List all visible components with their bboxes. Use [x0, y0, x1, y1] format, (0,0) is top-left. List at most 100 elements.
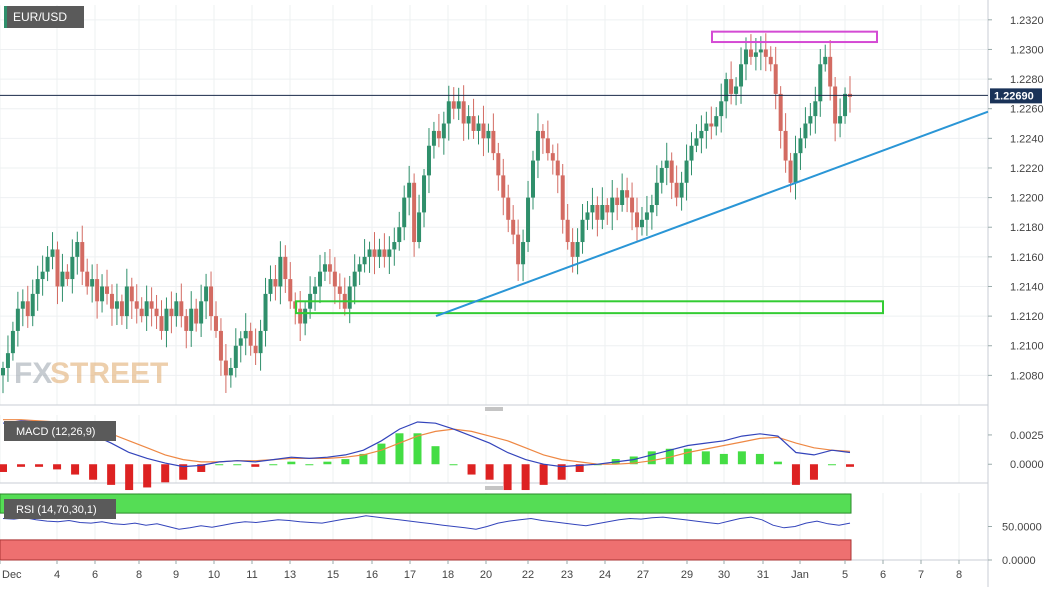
macd-histogram-bar: [179, 464, 188, 480]
candle-body: [412, 182, 417, 243]
macd-histogram-bar: [683, 448, 692, 465]
time-tick-label: 10: [208, 569, 220, 581]
time-tick-label: 4: [54, 569, 60, 581]
macd-label-bg: [4, 421, 116, 441]
candle-body: [95, 279, 100, 302]
macd-histogram-bar: [305, 464, 314, 466]
candle-body: [20, 301, 25, 309]
rsi-panel: 50.0000 0.0000: [0, 493, 1042, 567]
macd-histogram-bar: [521, 464, 530, 491]
candle-body: [55, 249, 60, 287]
candle-body: [575, 242, 580, 257]
macd-histogram-bar: [827, 464, 836, 466]
candle-body: [273, 279, 278, 287]
candle-body: [298, 308, 303, 324]
candle-body: [481, 123, 486, 139]
candle-body: [397, 227, 402, 243]
symbol-label-accent: [4, 6, 7, 28]
price-tick-label: 1.2240: [1010, 133, 1044, 145]
time-tick-label: 29: [681, 569, 693, 581]
price-tick-label: 1.2300: [1010, 44, 1044, 56]
candle-body: [332, 271, 337, 287]
candle-body: [615, 197, 620, 205]
time-tick-label: 24: [599, 569, 611, 581]
macd-label-text: MACD (12,26,9): [16, 426, 95, 438]
macd-histogram-bar: [269, 464, 278, 466]
macd-histogram-bar: [647, 451, 656, 465]
macd-histogram-bar: [737, 451, 746, 465]
macd-histogram-bar: [701, 451, 710, 465]
candle-body: [580, 219, 585, 243]
candle-body: [189, 308, 194, 331]
time-axis: Dec 4 6 8 9 10 11 13 15 16 17 18 20 22 23 24 27 29 30 31 Jan…: [0, 560, 962, 581]
candle-body: [347, 286, 352, 309]
price-tick-label: 1.2280: [1010, 74, 1044, 86]
candle-body: [109, 293, 114, 309]
candle-body: [144, 301, 149, 317]
candle-body: [659, 167, 664, 183]
candle-body: [65, 271, 70, 280]
symbol-label[interactable]: EUR/USD: [4, 6, 84, 28]
time-tick-label: 22: [522, 569, 534, 581]
candle-body: [788, 160, 793, 183]
candle-body: [337, 286, 342, 294]
candle-body: [535, 130, 540, 161]
candle-body: [105, 286, 110, 294]
rsi-label-bg: [4, 499, 116, 519]
time-tick-label: 18: [442, 569, 454, 581]
candle-body: [729, 79, 734, 94]
time-tick-label: 16: [366, 569, 378, 581]
candle-body: [838, 116, 843, 124]
candle-body: [352, 271, 357, 287]
candle-body: [313, 286, 318, 294]
candle-body: [238, 338, 243, 346]
macd-label[interactable]: MACD (12,26,9): [4, 421, 116, 441]
candle-body: [387, 249, 392, 257]
candle-body: [85, 271, 90, 287]
rsi-label[interactable]: RSI (14,70,30,1): [4, 499, 116, 519]
candle-body: [778, 93, 783, 131]
rsi-overbought-band: [0, 493, 852, 514]
macd-histogram-bar: [323, 461, 332, 465]
price-tick-label: 1.2140: [1010, 281, 1044, 293]
macd-tick-label: 0.0000: [1010, 459, 1044, 471]
candle-body: [114, 301, 119, 309]
macd-histogram-bar: [359, 453, 368, 465]
candle-body: [159, 316, 164, 331]
candle-body: [719, 101, 724, 117]
candle-body: [773, 64, 778, 94]
candle-body: [367, 249, 372, 257]
macd-panel: 0.0025 0.0000: [0, 419, 1044, 491]
candle-body: [100, 286, 105, 302]
candle-body: [560, 175, 565, 220]
candle-body: [258, 330, 263, 354]
candle-body: [441, 123, 446, 139]
candle-body: [209, 286, 214, 317]
candle-body: [204, 286, 209, 302]
candle-body: [288, 279, 293, 302]
candle-body: [783, 130, 788, 161]
price-tick-label: 1.2220: [1010, 163, 1044, 175]
candle-body: [60, 271, 65, 287]
candle-body: [322, 264, 327, 272]
time-tick-label: 6: [880, 569, 886, 581]
candle-body: [570, 242, 575, 257]
last-price-badge: 1.22690: [990, 88, 1042, 104]
candle-body: [318, 271, 323, 287]
candle-body: [357, 264, 362, 272]
candle-body: [823, 56, 828, 65]
candle-body: [179, 301, 184, 317]
time-tick-label: 27: [637, 569, 649, 581]
candle-body: [724, 79, 729, 102]
watermark: FX STREET: [14, 357, 168, 390]
candle-body: [803, 123, 808, 139]
candle-body: [377, 249, 382, 257]
candle-body: [843, 93, 848, 117]
candle-body: [253, 345, 258, 354]
candle-body: [70, 256, 75, 280]
candle-body: [748, 49, 753, 57]
candle-body: [40, 271, 45, 280]
candle-body: [763, 49, 768, 57]
